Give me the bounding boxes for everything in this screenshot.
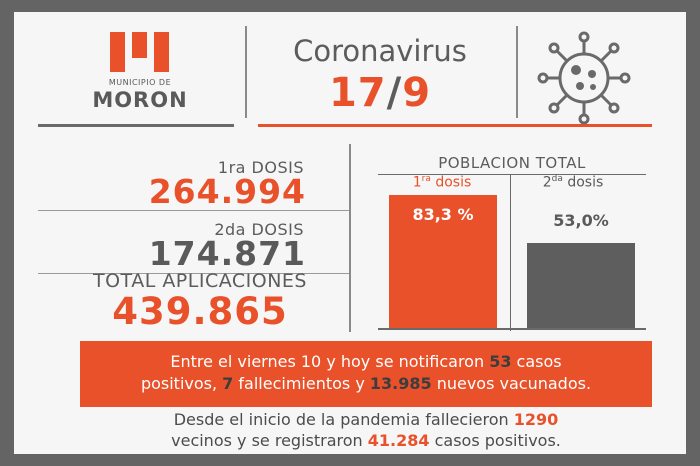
logo-subtitle: MUNICIPIO DE <box>108 78 172 87</box>
header-rule-gray <box>38 124 234 127</box>
first-dose-value: 264.994 <box>148 172 306 211</box>
first-dose-pct: 83,3 % <box>412 205 474 224</box>
bar-divider <box>510 174 511 331</box>
logo-title: MORON <box>92 88 188 112</box>
first-dose-bar-label: 1ra dosis <box>412 174 472 191</box>
total-applications-label: TOTAL APLICACIONES <box>93 270 307 292</box>
coronavirus-icon <box>537 31 631 125</box>
poblacion-chart: 83,3 % 53,0% <box>378 190 646 328</box>
municipio-moron-logo <box>110 32 169 72</box>
date-slash: / <box>386 70 403 116</box>
second-dose-pct: 53,0% <box>553 211 609 230</box>
first-dose-label: 1ra DOSIS <box>217 158 304 177</box>
date-day: 17 <box>328 70 387 116</box>
poblacion-title-rule <box>378 174 646 175</box>
cumulative-summary: Desde el inicio de la pandemia fallecier… <box>171 410 561 450</box>
date-month: 9 <box>402 70 432 116</box>
header-divider-right <box>516 26 518 118</box>
dose-divider-1 <box>38 210 350 211</box>
chart-baseline <box>378 328 646 330</box>
second-dose-value: 174.871 <box>148 234 306 273</box>
poblacion-title: POBLACION TOTAL <box>438 154 586 172</box>
dose-divider-2 <box>38 273 350 274</box>
infographic-card: MUNICIPIO DE MORON Coronavirus 17/9 1ra … <box>14 12 686 454</box>
second-dose-bar <box>527 243 635 328</box>
total-applications-value: 439.865 <box>112 290 288 333</box>
header-rule-orange <box>258 124 652 127</box>
header-divider-left <box>245 26 247 118</box>
weekly-summary-banner: Entre el viernes 10 y hoy se notificaron… <box>80 341 652 407</box>
section-divider <box>349 144 351 332</box>
report-date: 17/9 <box>250 70 510 116</box>
second-dose-label: 2da DOSIS <box>214 220 304 239</box>
first-dose-bar: 83,3 % <box>389 195 497 328</box>
second-dose-bar-label: 2da dosis <box>542 174 604 191</box>
page-title: Coronavirus <box>293 34 467 68</box>
